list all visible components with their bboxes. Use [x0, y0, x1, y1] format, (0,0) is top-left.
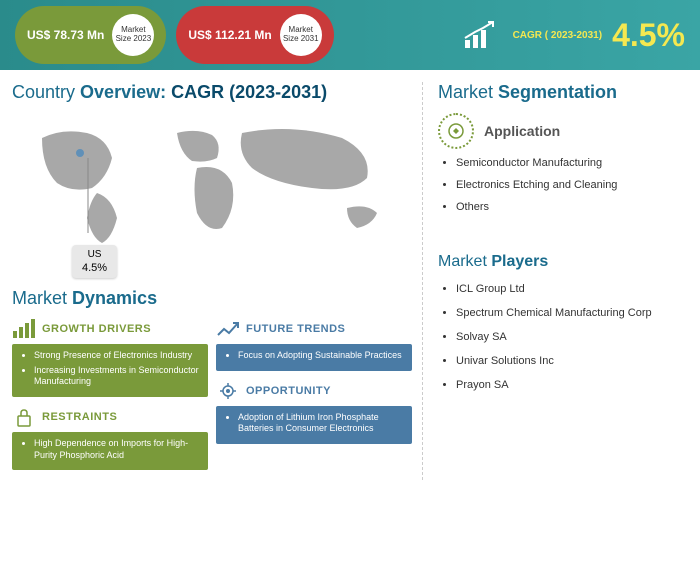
market-players-title: Market Players	[438, 253, 688, 271]
pill-value: US$ 78.73 Mn	[27, 28, 104, 42]
country-overview-title: Country Overview: CAGR (2023-2031)	[12, 82, 412, 103]
dynamics-col-left: GROWTH DRIVERS Strong Presence of Electr…	[12, 319, 208, 480]
players-list: ICL Group Ltd Spectrum Chemical Manufact…	[438, 283, 688, 391]
market-dynamics-title: Market Dynamics	[12, 288, 412, 309]
right-column: Market Segmentation Application Semicond…	[422, 82, 688, 480]
header-banner: US$ 78.73 Mn Market Size 2023 US$ 112.21…	[0, 0, 700, 70]
restraints-box: High Dependence on Imports for High-Puri…	[12, 432, 208, 470]
opportunity-box: Adoption of Lithium Iron Phosphate Batte…	[216, 406, 412, 444]
opportunity-section: OPPORTUNITY Adoption of Lithium Iron Pho…	[216, 381, 412, 444]
application-header: Application	[438, 113, 688, 149]
dynamics-col-right: FUTURE TRENDS Focus on Adopting Sustaina…	[216, 319, 412, 480]
world-map-area: US 4.5%	[12, 113, 412, 278]
main-content: Country Overview: CAGR (2023-2031) US 4.…	[0, 70, 700, 492]
opportunity-header: OPPORTUNITY	[216, 381, 412, 401]
market-size-2023-pill: US$ 78.73 Mn Market Size 2023	[15, 6, 166, 64]
pill-value: US$ 112.21 Mn	[188, 28, 271, 42]
lock-icon	[12, 407, 36, 427]
trend-up-icon	[216, 319, 240, 339]
application-label: Application	[484, 123, 560, 139]
future-trends-section: FUTURE TRENDS Focus on Adopting Sustaina…	[216, 319, 412, 371]
gear-icon	[216, 381, 240, 401]
cagr-label: CAGR ( 2023-2031)	[513, 30, 602, 41]
future-trends-box: Focus on Adopting Sustainable Practices	[216, 344, 412, 371]
growth-chart-icon	[463, 20, 503, 50]
market-size-2031-pill: US$ 112.21 Mn Market Size 2031	[176, 6, 333, 64]
growth-drivers-section: GROWTH DRIVERS Strong Presence of Electr…	[12, 319, 208, 397]
growth-drivers-box: Strong Presence of Electronics IndustryI…	[12, 344, 208, 397]
left-column: Country Overview: CAGR (2023-2031) US 4.…	[12, 82, 422, 480]
restraints-section: RESTRAINTS High Dependence on Imports fo…	[12, 407, 208, 470]
restraints-header: RESTRAINTS	[12, 407, 208, 427]
application-icon	[438, 113, 474, 149]
segmentation-list: Semiconductor Manufacturing Electronics …	[438, 157, 688, 213]
future-trends-header: FUTURE TRENDS	[216, 319, 412, 339]
growth-drivers-header: GROWTH DRIVERS	[12, 319, 208, 339]
cagr-display: CAGR ( 2023-2031) 4.5%	[463, 17, 685, 54]
pill-circle: Market Size 2031	[280, 14, 322, 56]
dynamics-grid: GROWTH DRIVERS Strong Presence of Electr…	[12, 319, 412, 480]
map-pointer-line	[87, 158, 89, 233]
cagr-value: 4.5%	[612, 17, 685, 54]
segmentation-title: Market Segmentation	[438, 82, 688, 103]
bar-chart-icon	[12, 319, 36, 339]
world-map-icon	[12, 113, 412, 253]
pill-circle: Market Size 2023	[112, 14, 154, 56]
us-cagr-badge: US 4.5%	[72, 245, 117, 278]
